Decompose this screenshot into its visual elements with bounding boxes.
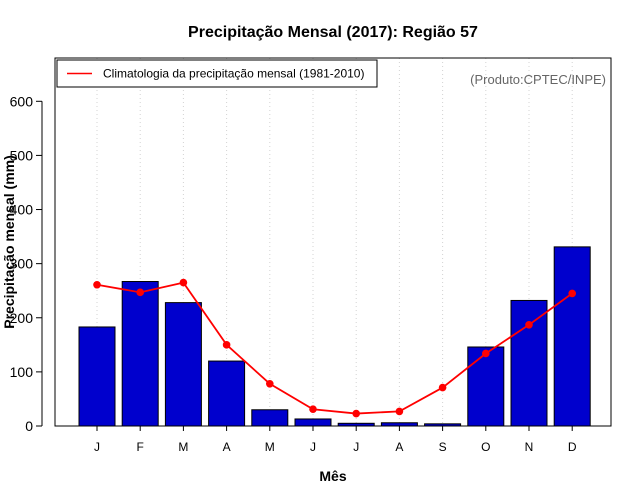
y-tick-label: 300 xyxy=(10,256,34,272)
legend-label: Climatologia da precipitação mensal (198… xyxy=(103,67,364,81)
climatology-point-11 xyxy=(525,321,533,329)
y-tick-label: 600 xyxy=(10,93,34,109)
chart-title: Precipitação Mensal (2017): Região 57 xyxy=(188,24,478,41)
climatology-point-2 xyxy=(136,288,144,297)
bar-2 xyxy=(121,281,159,427)
legend-box xyxy=(56,59,378,88)
y-tick-label: 0 xyxy=(25,418,33,434)
climatology-point-1 xyxy=(93,280,101,289)
climatology-point-5 xyxy=(266,379,274,388)
bar-11 xyxy=(510,299,548,427)
climatology-point-4 xyxy=(222,341,231,349)
x-tick-label: O xyxy=(481,440,490,454)
climatology-point-3 xyxy=(179,278,188,287)
bar-1 xyxy=(78,326,116,427)
bar-6 xyxy=(294,418,332,427)
y-tick-label: 100 xyxy=(10,364,34,380)
climatology-point-7 xyxy=(352,409,361,418)
x-tick-label: J xyxy=(310,440,316,454)
bars xyxy=(78,246,591,427)
x-tick-label: M xyxy=(178,440,188,454)
x-tick-label: S xyxy=(439,440,447,454)
bar-10 xyxy=(467,346,505,427)
climatology-point-6 xyxy=(309,405,317,414)
climatology-point-10 xyxy=(482,349,490,358)
product-credit: (Produto:CPTEC/INPE) xyxy=(470,72,606,87)
x-tick-label: A xyxy=(395,440,403,454)
x-tick-label: D xyxy=(568,440,577,454)
x-tick-label: J xyxy=(94,440,100,454)
plot-frame xyxy=(54,57,612,427)
grid-lines xyxy=(96,58,573,426)
climatology-point-12 xyxy=(568,289,576,298)
x-tick-label: J xyxy=(353,440,359,454)
x-axis-label: Mês xyxy=(319,468,346,484)
y-axis: 0 100 200 300 400 500 600 xyxy=(10,93,43,434)
bar-5 xyxy=(251,409,289,427)
y-tick-label: 200 xyxy=(10,310,34,326)
x-tick-label: N xyxy=(525,440,534,454)
x-tick-label: F xyxy=(137,440,144,454)
bar-12 xyxy=(553,246,591,427)
climatology-point-8 xyxy=(395,407,404,416)
bar-4 xyxy=(208,360,246,427)
climatology-polyline xyxy=(96,281,573,415)
y-tick-label: 400 xyxy=(10,202,34,218)
x-tick-label: A xyxy=(223,440,231,454)
legend: Climatologia da precipitação mensal (198… xyxy=(56,59,378,88)
y-tick-label: 500 xyxy=(10,147,34,163)
bar-3 xyxy=(164,302,202,427)
climatology-line xyxy=(93,278,576,418)
x-tick-label: M xyxy=(265,440,275,454)
y-axis-label: Precipitação mensal (mm) xyxy=(1,155,17,329)
climatology-point-9 xyxy=(438,383,447,392)
